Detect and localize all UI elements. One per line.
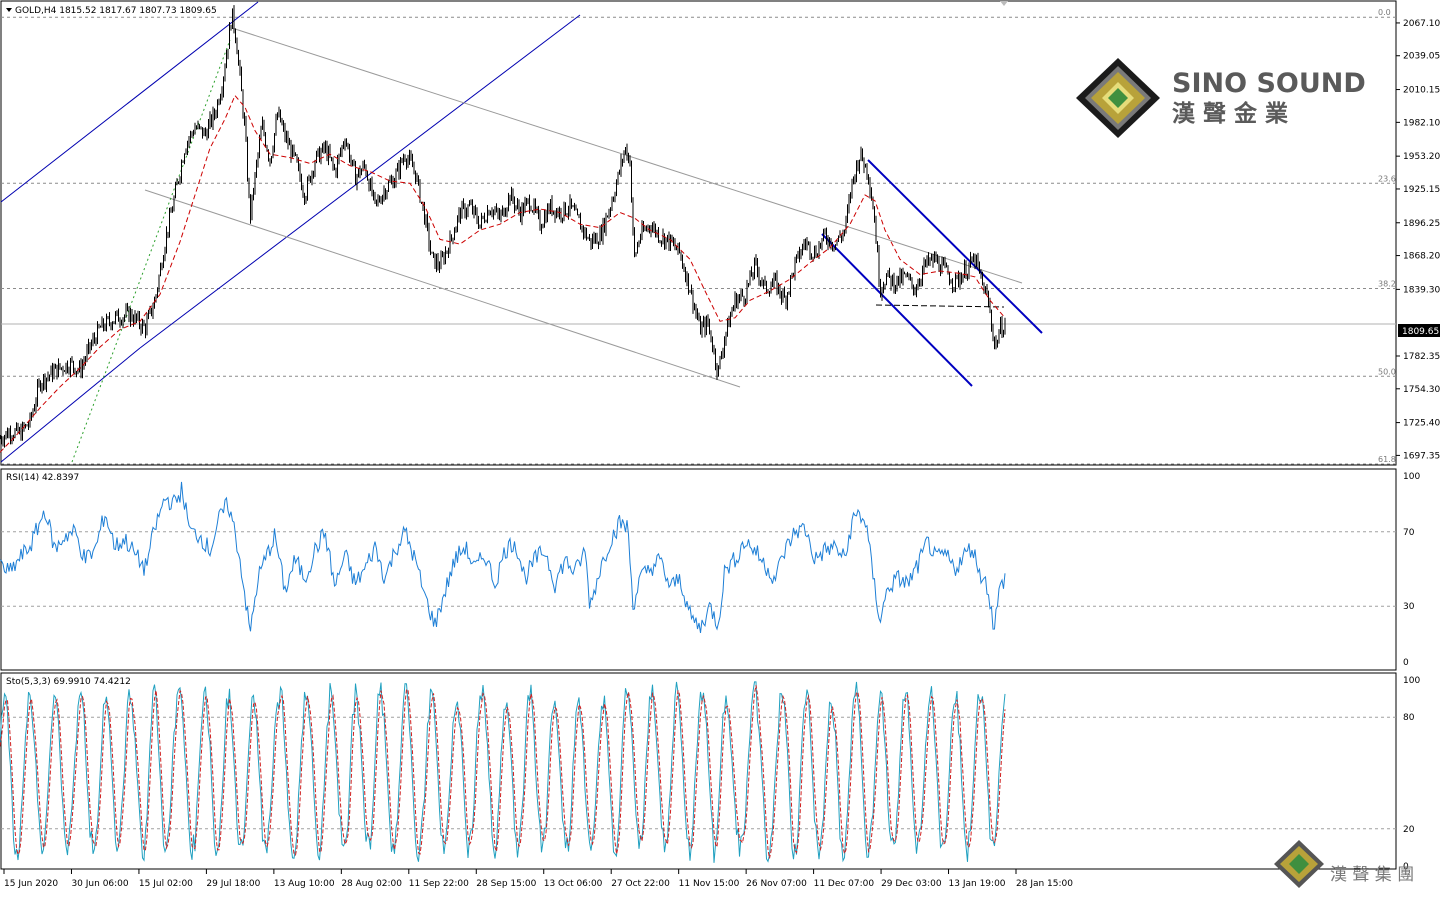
price-axis: 2067.10 2039.05 2010.15 1982.10 1953.20 1925.… bbox=[1396, 19, 1440, 461]
stochastic-panel-frame bbox=[0, 672, 1397, 870]
trendlines[interactable] bbox=[0, 1, 1043, 463]
stochastic-series bbox=[0, 681, 1396, 863]
falling-wedge-upper-line[interactable] bbox=[867, 159, 1043, 334]
time-tick-label: 28 Sep 15:00 bbox=[476, 879, 536, 889]
price-bars bbox=[0, 5, 1006, 448]
stochastic-panel-header: Sto(5,3,3) 69.9910 74.4212 bbox=[6, 677, 131, 687]
stochastic-tick-label: 100 bbox=[1403, 676, 1420, 686]
price-tick-label: 1754.30 bbox=[1403, 385, 1440, 395]
price-tick-label: 1896.25 bbox=[1403, 219, 1440, 229]
lower-channel-line-b[interactable] bbox=[139, 14, 581, 349]
price-tick-label: 2067.10 bbox=[1403, 19, 1440, 29]
dropdown-triangle-icon[interactable] bbox=[6, 8, 12, 12]
footer-logo: 漢 聲 集 團 bbox=[1274, 840, 1414, 888]
stochastic-signal-line bbox=[0, 685, 1006, 859]
price-tick-label: 1953.20 bbox=[1403, 152, 1440, 162]
upper-channel-line[interactable] bbox=[0, 1, 259, 203]
descending-support-line[interactable] bbox=[144, 189, 741, 388]
time-tick-label: 11 Sep 22:00 bbox=[409, 879, 469, 889]
fib-level-label: 0.0 bbox=[1378, 8, 1391, 17]
rsi-line bbox=[0, 481, 1006, 633]
fib-level-label: 23.6 bbox=[1378, 174, 1396, 183]
fib-level-label: 38.2 bbox=[1378, 280, 1396, 289]
sino-sound-logo: SINO SOUND 漢 聲 金 業 bbox=[1076, 58, 1366, 138]
price-tick-label: 1697.35 bbox=[1403, 451, 1440, 461]
time-tick-label: 29 Dec 03:00 bbox=[881, 879, 942, 889]
stochastic-tick-label: 0 bbox=[1403, 862, 1409, 872]
time-tick-label: 28 Aug 02:00 bbox=[341, 879, 402, 889]
price-tick-label: 1982.10 bbox=[1403, 118, 1440, 128]
lower-channel-line-a[interactable] bbox=[0, 347, 141, 463]
stochastic-main-line bbox=[0, 681, 1006, 863]
fib-level-label: 61.8 bbox=[1378, 455, 1396, 464]
rsi-tick-label: 30 bbox=[1403, 602, 1415, 612]
sino-sound-diamond-icon bbox=[1076, 58, 1160, 138]
time-tick-label: 11 Nov 15:00 bbox=[679, 879, 740, 889]
current-price-box bbox=[1398, 324, 1440, 337]
time-tick-label: 13 Jan 19:00 bbox=[949, 879, 1006, 889]
price-tick-label: 1925.15 bbox=[1403, 185, 1440, 195]
time-tick-label: 15 Jun 2020 bbox=[4, 879, 58, 889]
price-series bbox=[0, 5, 1006, 448]
moving-average-line bbox=[0, 94, 1006, 453]
price-panel-frame bbox=[0, 0, 1397, 466]
price-tick-label: 1839.30 bbox=[1403, 285, 1440, 295]
time-axis: 15 Jun 2020 30 Jun 06:00 15 Jul 02:00 29 Ju… bbox=[3, 869, 1073, 889]
current-price-label: 1809.65 bbox=[1402, 327, 1439, 337]
price-tick-label: 2039.05 bbox=[1403, 52, 1440, 62]
rsi-tick-label: 100 bbox=[1403, 472, 1420, 482]
time-tick-label: 26 Nov 07:00 bbox=[746, 879, 807, 889]
stochastic-axis: 100 80 20 0 bbox=[1403, 676, 1420, 872]
price-panel-header: GOLD,H4 1815.52 1817.67 1807.73 1809.65 bbox=[15, 6, 217, 16]
time-tick-label: 30 Jun 06:00 bbox=[71, 879, 128, 889]
rsi-series bbox=[0, 481, 1396, 633]
rsi-panel-header: RSI(14) 42.8397 bbox=[6, 473, 79, 483]
fib-level-label: 50.0 bbox=[1378, 367, 1396, 376]
rsi-tick-label: 70 bbox=[1403, 528, 1415, 538]
neckline[interactable] bbox=[875, 304, 1005, 308]
time-tick-label: 27 Oct 22:00 bbox=[611, 879, 670, 889]
price-tick-label: 2010.15 bbox=[1403, 86, 1440, 96]
stochastic-tick-label: 20 bbox=[1403, 825, 1415, 835]
time-tick-label: 11 Dec 07:00 bbox=[814, 879, 875, 889]
rsi-tick-label: 0 bbox=[1403, 658, 1409, 668]
price-tick-label: 1782.35 bbox=[1403, 352, 1440, 362]
falling-wedge-lower-line[interactable] bbox=[821, 233, 973, 387]
price-tick-label: 1725.40 bbox=[1403, 419, 1440, 429]
time-tick-label: 28 Jan 15:00 bbox=[1016, 879, 1073, 889]
footer-logo-text: 漢 聲 集 團 bbox=[1330, 865, 1414, 885]
time-tick-label: 15 Jul 02:00 bbox=[139, 879, 193, 889]
shift-marker-icon[interactable] bbox=[1000, 1, 1008, 6]
rsi-panel-frame bbox=[0, 468, 1397, 671]
time-tick-label: 13 Aug 10:00 bbox=[274, 879, 335, 889]
moving-average-series bbox=[0, 94, 1006, 453]
stochastic-tick-label: 80 bbox=[1403, 713, 1415, 723]
footer-diamond-icon bbox=[1274, 840, 1324, 888]
rsi-axis: 100 70 30 0 bbox=[1403, 472, 1420, 668]
time-tick-label: 13 Oct 06:00 bbox=[544, 879, 603, 889]
time-tick-label: 29 Jul 18:00 bbox=[206, 879, 260, 889]
fan-line[interactable] bbox=[71, 39, 231, 463]
logo-brand-text: SINO SOUND bbox=[1172, 68, 1366, 99]
logo-chinese-text: 漢 聲 金 業 bbox=[1172, 100, 1289, 127]
price-tick-label: 1868.20 bbox=[1403, 252, 1440, 262]
fibonacci-levels: 0.0 23.6 38.2 50.0 61.8 bbox=[1, 8, 1396, 465]
